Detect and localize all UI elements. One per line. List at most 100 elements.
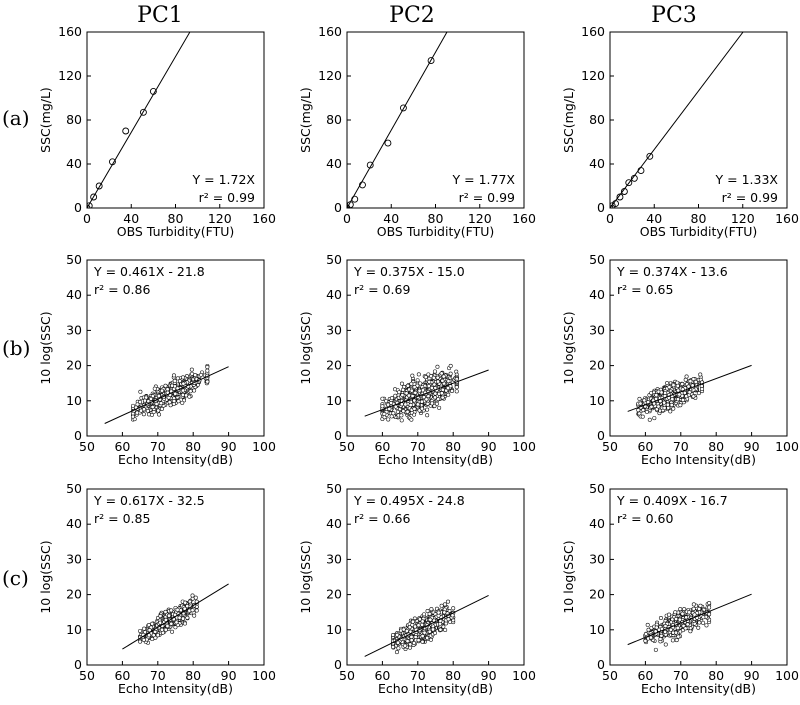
data-point xyxy=(645,622,650,627)
data-point xyxy=(680,398,685,403)
data-point xyxy=(670,397,675,402)
column-title-pc1: PC1 xyxy=(137,3,183,28)
data-point xyxy=(138,628,143,633)
data-point xyxy=(616,193,624,201)
x-tick-label: 80 xyxy=(708,668,724,683)
data-point xyxy=(691,602,696,607)
data-point xyxy=(407,625,412,630)
fit-r-squared: r² = 0.99 xyxy=(722,190,778,205)
fit-r-squared: r² = 0.69 xyxy=(354,282,410,297)
regression-line xyxy=(347,32,448,208)
data-point xyxy=(663,642,668,647)
data-point xyxy=(417,388,422,393)
data-point xyxy=(151,410,156,415)
data-point xyxy=(648,635,653,640)
data-point xyxy=(663,629,668,634)
data-point xyxy=(147,633,152,638)
data-point xyxy=(190,608,195,613)
data-point xyxy=(148,396,153,401)
data-point xyxy=(384,139,392,147)
chart-panel-b-pc2: 0 10 20 30 40 50 50 60 70 80 90 100 Echo Intensity(d… xyxy=(298,252,536,467)
data-point xyxy=(436,397,441,402)
data-point xyxy=(662,400,667,405)
x-tick-label: 100 xyxy=(775,439,799,454)
data-point xyxy=(410,373,415,378)
x-tick-label: 40 xyxy=(646,211,662,226)
data-point xyxy=(667,612,672,617)
x-tick-label: 80 xyxy=(445,668,461,683)
data-point xyxy=(653,647,658,652)
data-point xyxy=(145,408,150,413)
x-tick-label: 160 xyxy=(512,211,536,226)
data-point xyxy=(389,396,394,401)
data-point xyxy=(169,621,174,626)
data-point xyxy=(419,399,424,404)
data-point xyxy=(159,406,164,411)
data-point xyxy=(422,630,427,635)
y-tick-label: 80 xyxy=(326,112,342,127)
data-point xyxy=(142,398,147,403)
data-point xyxy=(141,637,146,642)
x-tick-label: 120 xyxy=(208,211,232,226)
data-point xyxy=(683,626,688,631)
y-axis-label: 10 log(SSC) xyxy=(38,311,53,384)
y-axis-label: 10 log(SSC) xyxy=(561,540,576,613)
data-point xyxy=(423,375,428,380)
data-point xyxy=(676,634,681,639)
data-point xyxy=(399,104,407,112)
fit-equation: Y = 0.374X - 13.6 xyxy=(616,264,728,279)
data-point xyxy=(184,393,189,398)
data-point xyxy=(430,627,435,632)
column-title-pc2: PC2 xyxy=(389,3,435,28)
y-tick-label: 0 xyxy=(334,657,342,672)
x-tick-label: 80 xyxy=(708,439,724,454)
data-point xyxy=(175,607,180,612)
data-point xyxy=(408,403,413,408)
data-point xyxy=(185,615,190,620)
data-point xyxy=(157,412,162,417)
data-point xyxy=(404,391,409,396)
data-point xyxy=(90,193,98,201)
x-tick-label: 50 xyxy=(79,668,95,683)
y-tick-label: 0 xyxy=(334,200,342,215)
data-point xyxy=(170,629,175,634)
data-point xyxy=(131,414,136,419)
column-title-pc3: PC3 xyxy=(651,3,697,28)
y-tick-label: 0 xyxy=(74,657,82,672)
y-tick-label: 40 xyxy=(589,287,605,302)
data-point xyxy=(146,622,151,627)
data-point xyxy=(169,608,174,613)
y-axis-label: SSC(mg/L) xyxy=(298,87,313,153)
data-point xyxy=(394,650,399,655)
data-point xyxy=(409,388,414,393)
data-point xyxy=(401,627,406,632)
data-point xyxy=(409,634,414,639)
data-point xyxy=(166,613,171,618)
data-point xyxy=(662,405,667,410)
x-tick-label: 50 xyxy=(339,668,355,683)
data-point xyxy=(192,388,197,393)
data-point xyxy=(691,606,696,611)
data-point xyxy=(442,602,447,607)
data-point xyxy=(636,408,641,413)
y-tick-label: 50 xyxy=(326,252,342,267)
data-point xyxy=(704,623,709,628)
data-point xyxy=(199,372,204,377)
data-point xyxy=(152,386,157,391)
data-point xyxy=(172,399,177,404)
data-point xyxy=(640,414,645,419)
data-marks xyxy=(87,32,191,208)
data-point xyxy=(675,380,680,385)
data-point xyxy=(642,398,647,403)
data-point xyxy=(171,373,176,378)
data-point xyxy=(439,391,444,396)
data-point xyxy=(181,388,186,393)
data-point xyxy=(446,599,451,604)
data-point xyxy=(408,645,413,650)
x-axis-label: Echo Intensity(dB) xyxy=(378,452,493,467)
data-point xyxy=(686,384,691,389)
x-tick-label: 70 xyxy=(673,668,689,683)
data-point xyxy=(190,593,195,598)
x-tick-label: 160 xyxy=(775,211,799,226)
data-point xyxy=(138,389,143,394)
